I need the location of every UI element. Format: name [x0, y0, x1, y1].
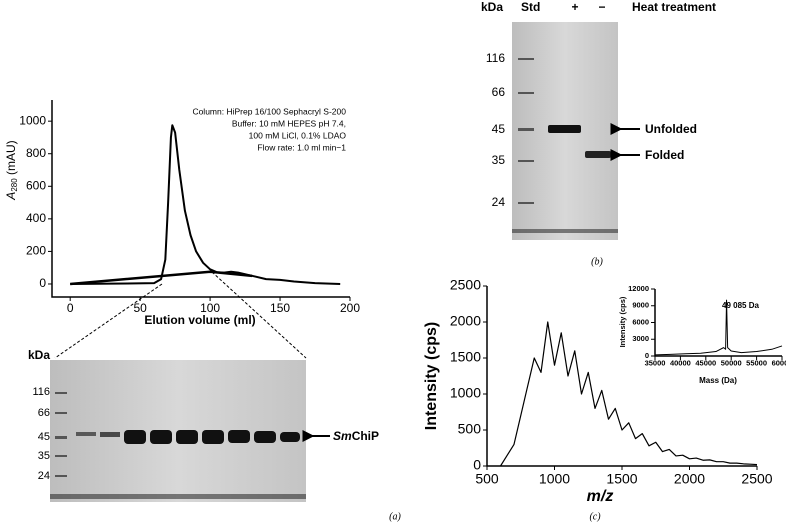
y-tick-label: 9000 [632, 301, 649, 310]
y-label-part: 280 [10, 178, 19, 192]
y-tick-label: 600 [26, 178, 46, 192]
axes [51, 100, 350, 298]
band [548, 125, 581, 133]
bands [50, 430, 306, 499]
y-tick-label: 400 [26, 211, 46, 225]
series-line [499, 321, 758, 467]
marker-label: 45 [492, 122, 506, 136]
y-tick-label: 3000 [632, 334, 649, 343]
y-tick-label: 1000 [450, 385, 481, 401]
lane-label: Std [521, 0, 540, 14]
x-tick-label: 35000 [645, 358, 666, 367]
x-tick-label: 500 [475, 471, 499, 487]
x-tick-label: 45000 [695, 358, 716, 367]
marker-label: 66 [492, 85, 506, 99]
x-axis-label: Elution volume (ml) [144, 313, 255, 327]
y-tick-label: 12000 [628, 284, 649, 293]
x-tick-label: 200 [340, 301, 360, 315]
marker-label: 116 [486, 51, 505, 65]
y-axis-label: Intensity (cps) [423, 322, 440, 430]
annotation: Flow rate: 1.0 ml min−1 [257, 142, 346, 152]
series-line [70, 124, 341, 285]
x-tick-label: 1500 [606, 471, 637, 487]
label-part: ChiP [352, 429, 379, 443]
y-axis-label: A280 (mAU) [4, 140, 19, 200]
band-label: SmChiP [333, 429, 379, 443]
x-tick-label: 60000 [772, 358, 786, 367]
band [585, 151, 611, 158]
y-label-part: A [4, 192, 18, 201]
marker-label: 35 [492, 153, 506, 167]
gel-a: kDa 116 66 45 35 24 SmChiP [28, 348, 379, 502]
x-axis-label: Mass (Da) [699, 376, 737, 385]
connector [211, 271, 307, 359]
y-tick-label: 0 [473, 457, 481, 473]
y-tick-label: 1000 [19, 113, 46, 127]
x-tick-label: 1000 [539, 471, 570, 487]
gel-b: kDa Std + − Heat treatment 116 66 45 35 … [481, 0, 716, 240]
marker-label: 116 [32, 386, 50, 398]
lane-label: − [598, 0, 605, 14]
marker-label: 45 [38, 431, 50, 443]
band-label: Folded [645, 148, 684, 162]
x-tick-label: 50 [133, 301, 147, 315]
label-part: Sm [333, 429, 352, 443]
marker-label: 24 [492, 195, 506, 209]
x-tick-label: 50000 [721, 358, 742, 367]
band-label: Unfolded [645, 122, 697, 136]
x-tick-label: 2000 [674, 471, 705, 487]
annotation: 100 mM LiCl, 0.1% LDAO [249, 130, 347, 140]
unit-label: kDa [28, 348, 50, 362]
front [512, 229, 618, 233]
y-label-part: (mAU) [4, 140, 18, 178]
lane-label: + [571, 0, 578, 14]
x-tick-label: 0 [67, 301, 74, 315]
y-tick-label: 0 [39, 276, 46, 290]
inset-background [655, 289, 782, 356]
x-tick-label: 150 [270, 301, 290, 315]
y-tick-label: 200 [26, 244, 46, 258]
annotation: 49 085 Da [722, 301, 759, 310]
marker-label: 24 [38, 470, 50, 482]
x-tick-label: 40000 [670, 358, 691, 367]
annotation: Buffer: 10 mM HEPES pH 7.4, [232, 118, 346, 128]
ladder [518, 58, 534, 204]
y-tick-label: 800 [26, 146, 46, 160]
x-tick-label: 2500 [741, 471, 772, 487]
y-tick-label: 500 [458, 421, 482, 437]
caption: (c) [589, 511, 601, 522]
unit-label: kDa [481, 0, 503, 14]
marker-label: 66 [38, 407, 50, 419]
caption: (a) [389, 511, 401, 522]
marker-label: 35 [38, 450, 50, 462]
y-tick-label: 6000 [632, 317, 649, 326]
x-tick-label: 55000 [746, 358, 767, 367]
series-line [70, 270, 253, 286]
y-tick-label: 2000 [450, 313, 481, 329]
annotation: Column: HiPrep 16/100 Sephacryl S-200 [192, 106, 346, 116]
y-axis-label: Intensity (cps) [618, 296, 627, 347]
y-tick-label: 1500 [450, 349, 481, 365]
x-tick-label: 100 [200, 301, 220, 315]
y-tick-label: 2500 [450, 277, 481, 293]
series-line [654, 299, 783, 356]
caption: (b) [591, 256, 603, 267]
y-tick-label: 0 [645, 351, 649, 360]
ladder [55, 392, 67, 477]
header: Heat treatment [632, 0, 716, 14]
x-axis-label: m/z [587, 488, 614, 505]
